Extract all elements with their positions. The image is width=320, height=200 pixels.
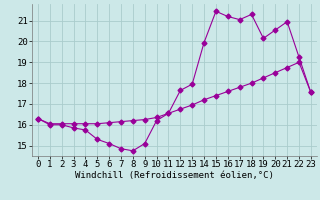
X-axis label: Windchill (Refroidissement éolien,°C): Windchill (Refroidissement éolien,°C) — [75, 171, 274, 180]
